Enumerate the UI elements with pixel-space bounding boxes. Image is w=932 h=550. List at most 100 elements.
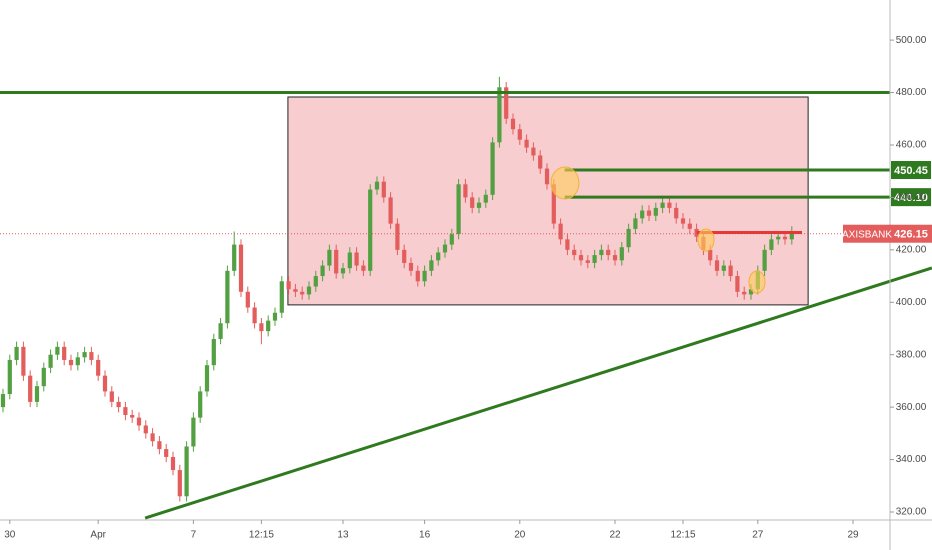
candle-body [374,181,380,190]
candle-body [687,223,692,229]
candle-body [368,189,373,271]
trendline [144,266,932,520]
candle-body [123,407,128,416]
candle-body [674,207,679,219]
candle-body [524,139,529,148]
candle-body [28,375,33,402]
x-tick-label: 13 [337,530,349,541]
range-box [287,96,809,306]
candle-body [272,312,278,321]
candle-body [776,236,781,240]
candle-body [150,433,155,442]
candle-body [300,291,305,295]
candle-body [55,346,60,355]
candle-body [116,401,121,408]
candle-body [402,249,407,263]
candle-body [232,244,237,271]
candle-body [585,260,590,263]
candle-body [551,184,556,224]
candle-body [238,244,244,292]
candle-body [510,118,516,130]
highlight [697,228,715,252]
candle-body [204,365,210,392]
candle-body [0,394,6,408]
candle-body [476,202,482,208]
candle-body [517,129,522,140]
level-tag-label: 450.45 [894,165,928,177]
candle-body [694,228,699,237]
candle-body [789,231,794,240]
candle-body [497,87,502,143]
candle-body [157,441,162,450]
x-tick-label: Apr [90,530,106,541]
x-tick-label: 30 [4,530,16,541]
candle-body [680,218,686,224]
candle-body [14,346,19,360]
candle-body [143,425,148,434]
candle-body [340,268,346,274]
last-price-name: AXISBANK [842,229,892,240]
candle-body [408,262,414,271]
candle-body [619,247,624,261]
candle-body [538,155,543,169]
y-tick-label: 380.00 [896,349,927,360]
candle-body [21,346,26,376]
candle-body [463,184,468,198]
last-price-value: 426.15 [894,229,928,241]
candle-body [490,142,495,195]
candle-body [62,346,67,360]
candle-body [714,260,720,271]
candle-body [646,210,652,216]
candle-body [334,249,339,274]
x-tick-label: 12:15 [249,530,274,541]
candle-body [708,249,713,261]
candle-body [306,286,312,295]
candle-body [640,210,645,219]
candle-body [544,168,550,185]
candle-body [7,359,12,395]
y-tick-label: 480.00 [896,87,927,98]
candle-body [136,417,142,426]
candle-body [164,449,169,457]
candle-body [429,260,434,271]
candle-body [572,249,577,256]
candle-body [660,202,665,208]
candle-body [266,320,271,332]
level-tag [891,161,931,180]
candle-body [606,249,611,256]
candle-body [198,391,203,418]
candle-body [48,354,53,368]
candle-body [177,470,182,497]
candle-body [578,255,584,261]
candle-body [504,87,509,119]
y-tick-label: 340.00 [896,454,927,465]
y-tick-label: 440.00 [896,192,927,203]
x-tick-label: 29 [847,530,859,541]
candle-body [728,265,733,277]
candle-body [388,197,393,224]
candle-body [89,352,94,360]
candle-body [667,202,672,208]
candle-body [96,359,101,376]
x-tick-label: 16 [419,530,431,541]
candle-body [184,446,189,497]
candle-body [245,291,250,308]
candle-body [41,367,46,387]
candle-body [75,357,80,366]
candle-body [415,270,420,282]
candle-body [320,265,325,277]
highlight [748,270,766,294]
candle-body [82,352,87,358]
candle-body [449,234,454,245]
candle-body [109,391,114,402]
candle-body [225,270,230,324]
y-tick-label: 320.00 [896,507,927,518]
last-price-tag [843,224,932,243]
candle-body [252,307,257,324]
candle-body [565,239,570,250]
candle-body [102,375,108,392]
candle-body [599,249,604,256]
candle-body [456,184,461,235]
candle-body [170,456,176,471]
